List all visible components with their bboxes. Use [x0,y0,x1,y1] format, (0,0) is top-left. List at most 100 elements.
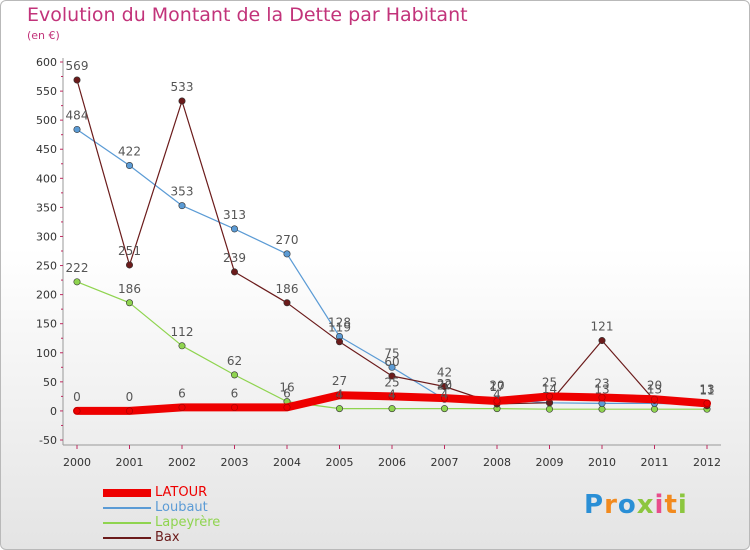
y-tick-label: 300 [36,230,57,243]
data-label-loubaut: 13 [647,382,662,396]
data-label-latour: 13 [699,382,714,396]
legend-swatch [103,537,151,539]
legend-swatch [103,522,151,524]
legend-label: Lapeyrère [155,515,221,530]
y-tick-label: -50 [39,434,57,447]
chart-title: Evolution du Montant de la Dette par Hab… [27,4,468,26]
data-label-latour: 23 [594,377,609,391]
legend-swatch [103,489,151,497]
logo-letter: x [636,490,655,520]
point-bax [126,261,134,269]
data-label-latour: 25 [542,375,557,389]
x-tick-label: 2010 [588,456,616,469]
point-latour [126,407,134,415]
data-label-loubaut: 313 [223,208,246,222]
y-tick-label: 550 [36,85,57,98]
point-lapeyr-re [231,371,239,379]
point-loubaut [73,125,81,133]
data-label-latour: 6 [231,386,239,400]
data-label-loubaut: 353 [171,185,194,199]
logo-letter: t [664,490,678,520]
legend-label: LATOUR [155,485,208,500]
data-label-loubaut: 422 [118,145,141,159]
legend-label: Loubaut [155,500,208,515]
point-lapeyr-re [440,405,448,413]
point-lapeyr-re [388,405,396,413]
legend-swatch [103,507,151,509]
x-tick-label: 2003 [221,456,249,469]
data-label-loubaut: 75 [384,346,399,360]
point-latour [231,403,239,411]
point-latour [440,394,448,402]
point-bax [440,382,448,390]
data-label-bax: 186 [276,282,299,296]
x-tick-label: 2004 [273,456,301,469]
chart-data-labels: 0 0 6 6 627 25 22 17 25 23 20 134844223533132701287… [66,59,715,404]
logo-letter: o [617,490,637,520]
logo-letter: r [604,490,618,520]
point-latour [545,392,553,400]
data-label-loubaut: 270 [276,233,299,247]
data-label-lapeyr-re: 16 [279,381,294,395]
data-label-bax: 569 [66,59,89,73]
data-label-bax: 42 [437,365,452,379]
data-label-loubaut: 11 [699,384,714,398]
y-tick-label: 600 [36,56,57,69]
point-lapeyr-re [335,405,343,413]
data-label-lapeyr-re: 4 [441,388,449,402]
data-label-lapeyr-re: 4 [493,388,501,402]
point-lapeyr-re [178,342,186,350]
x-tick-label: 2005 [326,456,354,469]
data-label-latour: 17 [489,380,504,394]
data-label-latour: 0 [73,390,81,404]
data-label-bax: 119 [328,321,351,335]
point-latour [703,399,711,407]
data-label-loubaut: 14 [542,382,557,396]
point-bax [388,372,396,380]
point-loubaut [388,363,396,371]
point-latour [598,394,606,402]
y-tick-label: 500 [36,114,57,127]
y-tick-label: 250 [36,260,57,273]
y-tick-label: 450 [36,143,57,156]
point-latour [283,403,291,411]
data-label-latour: 6 [283,386,291,400]
x-tick-label: 2009 [536,456,564,469]
logo-letter: i [654,490,665,520]
point-bax [178,97,186,105]
y-tick-label: 50 [43,376,57,389]
y-tick-label: 0 [50,405,57,418]
data-label-lapeyr-re: 4 [336,388,344,402]
y-tick-label: 200 [36,289,57,302]
data-label-bax: 60 [384,355,399,369]
x-tick-label: 2002 [168,456,196,469]
point-loubaut [178,202,186,210]
data-label-lapeyr-re: 222 [66,261,89,275]
legend-label: Bax [155,530,180,545]
proxiti-logo: Proxiti [584,490,688,520]
point-bax [598,337,606,345]
point-latour [335,391,343,399]
data-label-bax: 239 [223,251,246,265]
x-tick-label: 2012 [693,456,721,469]
data-label-lapeyr-re: 186 [118,282,141,296]
point-lapeyr-re [545,405,553,413]
data-label-loubaut: 13 [594,382,609,396]
y-tick-label: 100 [36,347,57,360]
x-tick-label: 2001 [116,456,144,469]
data-label-loubaut: 128 [328,315,351,329]
point-latour [650,395,658,403]
logo-letter: i [677,490,688,520]
y-tick-label: 350 [36,201,57,214]
data-label-loubaut: 20 [437,378,452,392]
x-tick-label: 2007 [431,456,459,469]
data-label-bax: 121 [591,320,614,334]
logo-letter: P [584,490,605,520]
point-lapeyr-re [598,405,606,413]
data-label-loubaut: 484 [66,108,89,122]
point-latour [73,407,81,415]
data-label-latour: 6 [178,386,186,400]
point-bax [283,299,291,307]
data-label-lapeyr-re: 112 [171,325,194,339]
